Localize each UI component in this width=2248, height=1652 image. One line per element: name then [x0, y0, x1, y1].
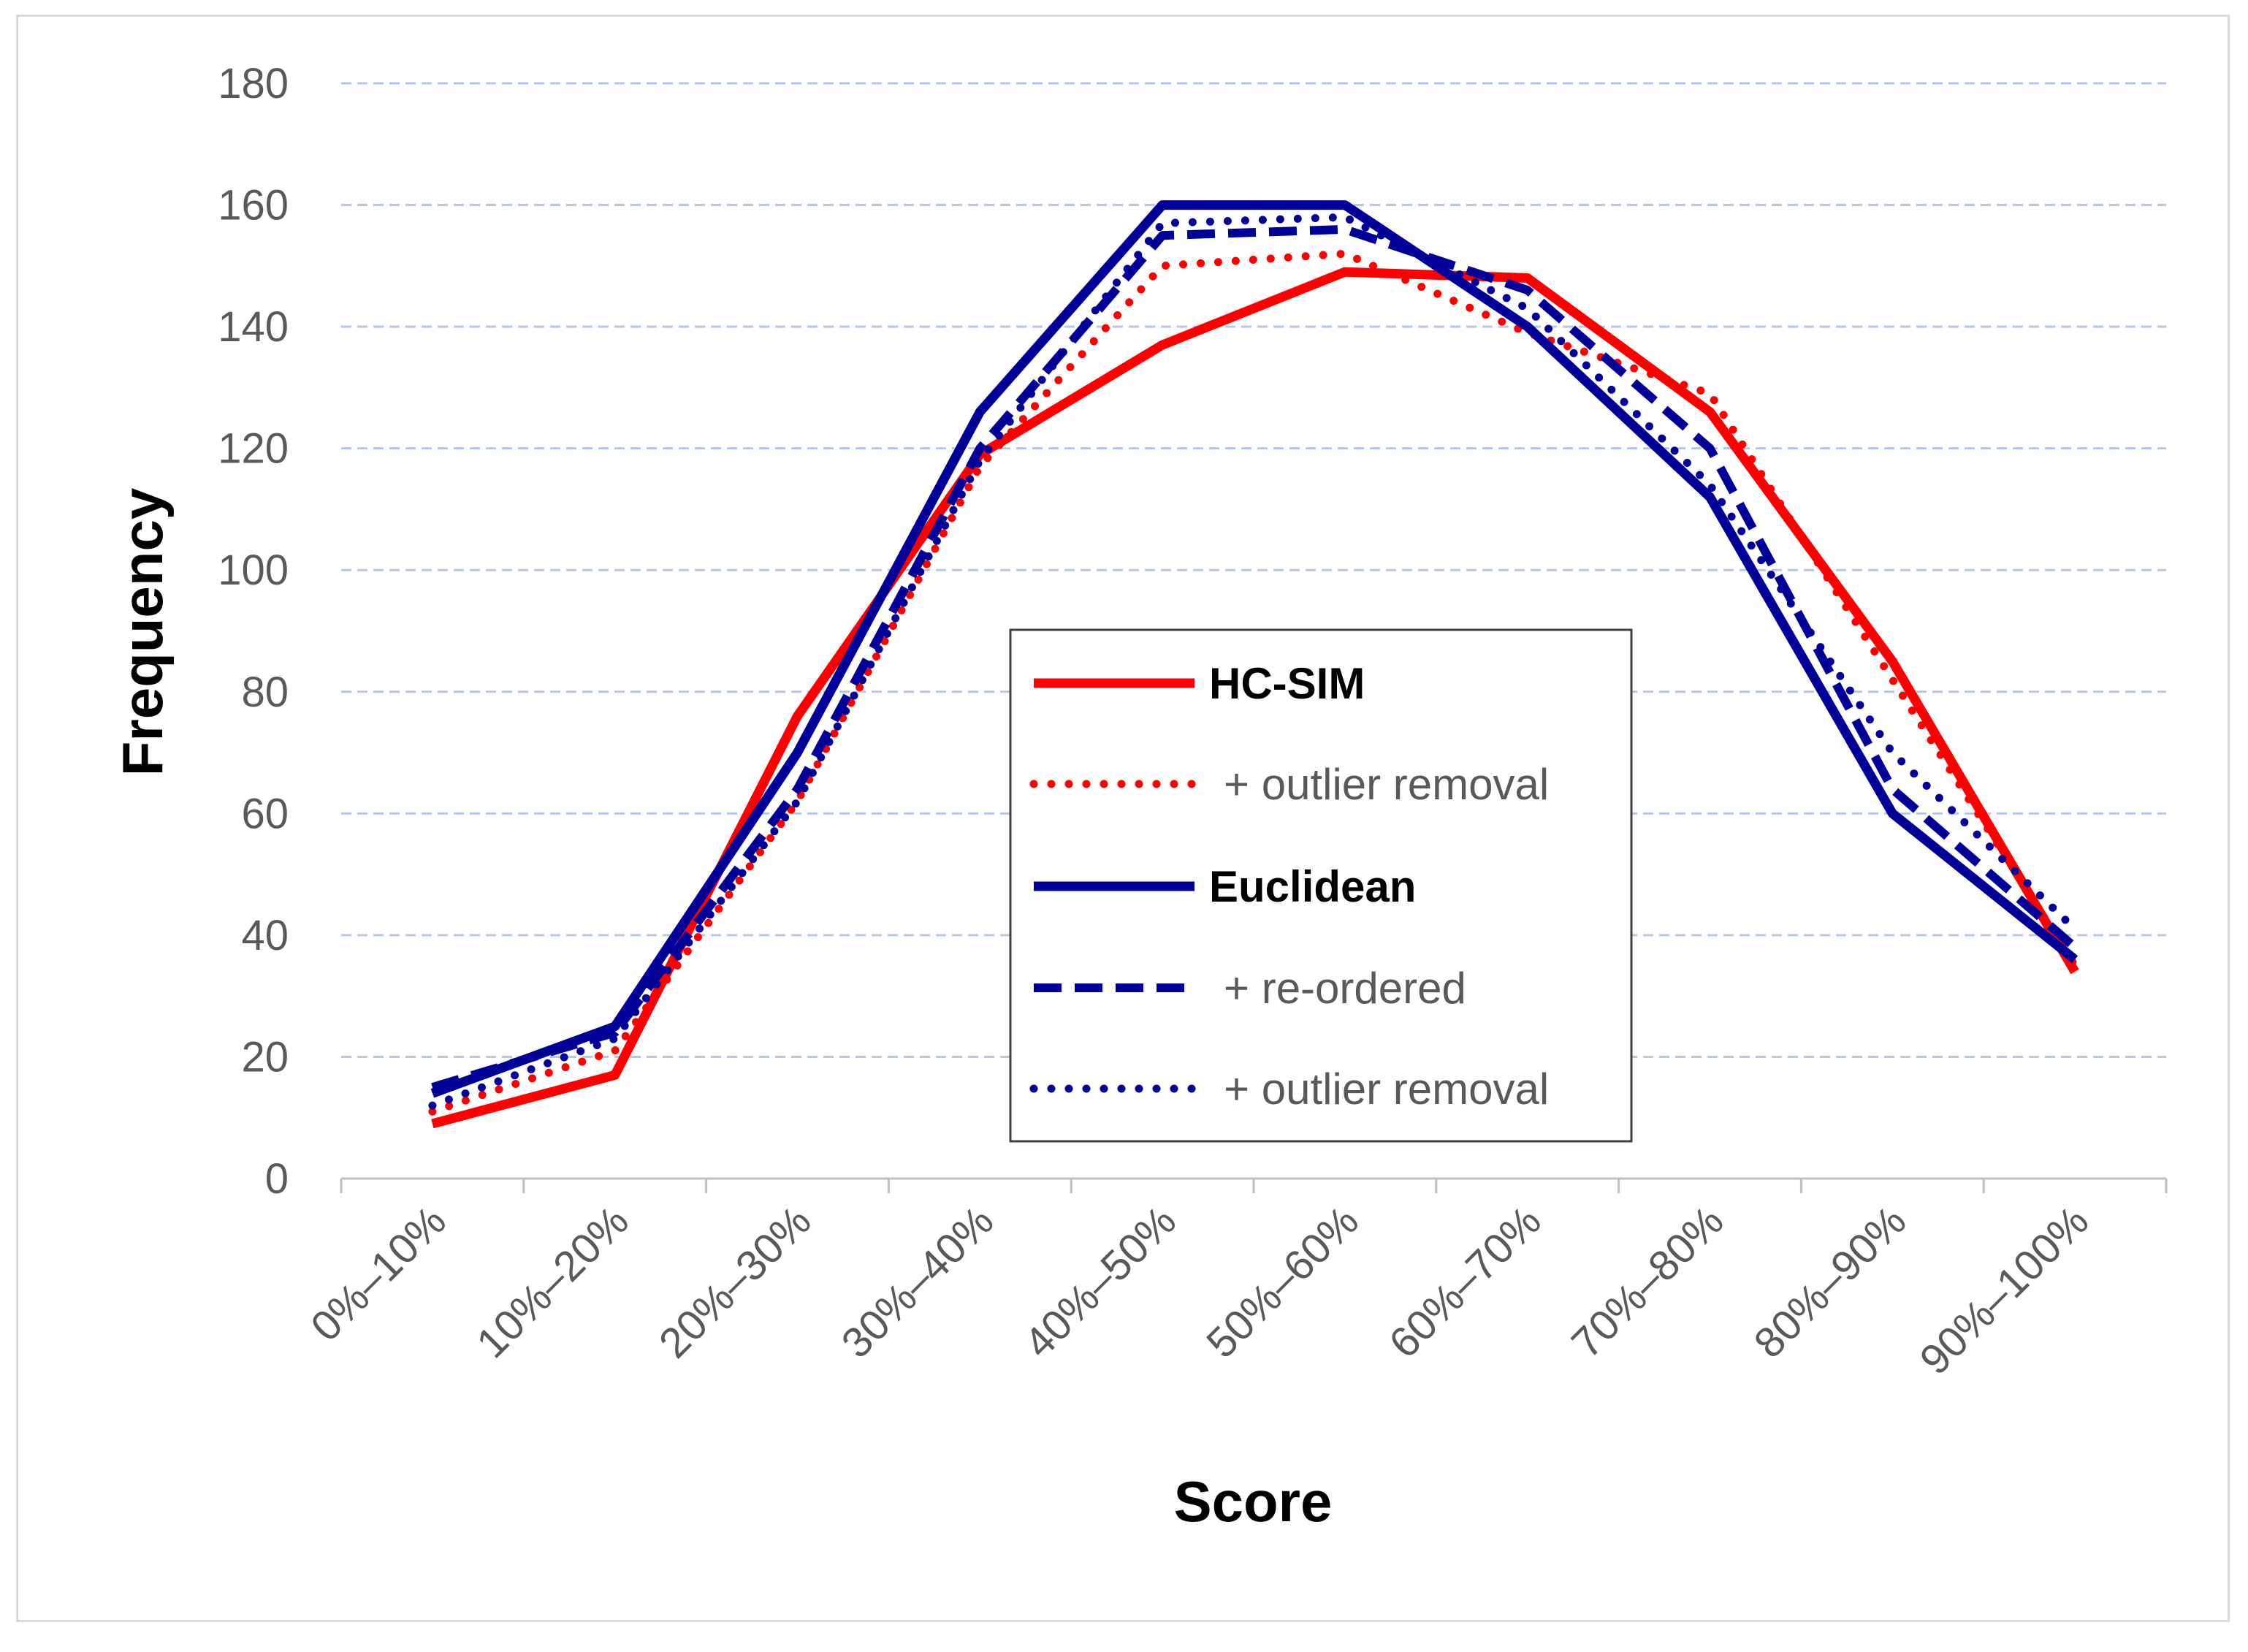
- legend: HC-SIM + outlier removal Euclidean + re-ord…: [1009, 628, 1633, 1143]
- legend-label-2: Euclidean: [1209, 862, 1416, 911]
- x-axis: [340, 1177, 2168, 1193]
- y-tick-label: 160: [218, 182, 289, 229]
- y-tick-label: 100: [218, 547, 289, 594]
- y-tick-label: 180: [218, 60, 289, 107]
- y-axis-tick-labels: 0 20 40 60 80 100 120 140 160 180: [218, 60, 289, 1203]
- y-axis-title: Frequency: [110, 488, 175, 776]
- x-axis-title: Score: [1174, 1469, 1333, 1534]
- x-tick-label: 50%–60%: [1197, 1197, 1368, 1367]
- x-tick-label: 20%–30%: [650, 1197, 820, 1367]
- x-tick-label: 0%–10%: [302, 1197, 455, 1350]
- y-tick-label: 120: [218, 425, 289, 473]
- x-tick-label: 30%–40%: [833, 1197, 1003, 1367]
- y-tick-label: 0: [265, 1155, 289, 1203]
- x-tick-label: 10%–20%: [468, 1197, 638, 1367]
- x-tick-label: 40%–50%: [1015, 1197, 1185, 1367]
- legend-label-1: + outlier removal: [1224, 760, 1549, 809]
- y-tick-label: 20: [241, 1033, 289, 1081]
- x-axis-tick-labels: 0%–10% 10%–20% 20%–30% 30%–40% 40%–50% 50%–60…: [302, 1197, 2098, 1384]
- series-lines: [428, 200, 2079, 1129]
- series-line-1: [428, 249, 2079, 1116]
- x-tick-label: 80%–90%: [1745, 1197, 1916, 1367]
- legend-label-4: + outlier removal: [1224, 1065, 1549, 1114]
- legend-label-3: + re-ordered: [1224, 964, 1466, 1013]
- series-line-4: [428, 213, 2079, 1110]
- gridlines: [341, 82, 2166, 1058]
- legend-label-0: HC-SIM: [1209, 659, 1365, 708]
- x-tick-label: 70%–80%: [1563, 1197, 1733, 1367]
- x-tick-label: 90%–100%: [1911, 1197, 2098, 1384]
- series-line-2: [430, 200, 2079, 1098]
- y-tick-label: 40: [241, 912, 289, 959]
- y-tick-label: 140: [218, 303, 289, 351]
- y-tick-label: 80: [241, 669, 289, 716]
- y-tick-label: 60: [241, 790, 289, 837]
- x-tick-label: 60%–70%: [1380, 1197, 1550, 1367]
